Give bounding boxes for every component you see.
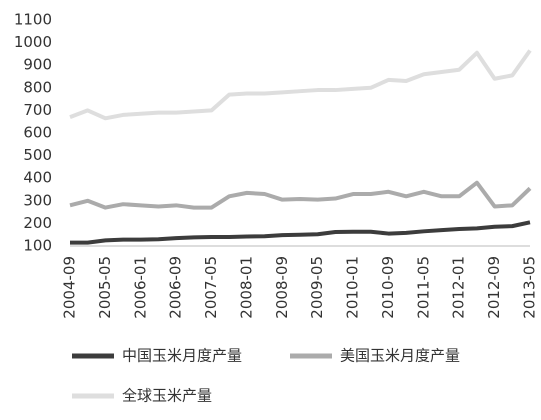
legend-label: 美国玉米月度产量: [340, 347, 460, 365]
y-tick-label: 1000: [14, 33, 52, 51]
x-tick-label: 2011-05: [414, 256, 432, 319]
legend-label: 全球玉米产量: [122, 387, 212, 405]
y-tick-label: 300: [23, 191, 52, 209]
x-tick-label: 2008-09: [273, 256, 291, 319]
y-tick-label: 900: [23, 56, 52, 74]
x-tick-label: 2010-09: [379, 256, 397, 319]
x-tick-label: 2013-05: [521, 256, 539, 319]
y-tick-label: 700: [23, 101, 52, 119]
x-tick-label: 2008-01: [237, 256, 255, 319]
x-tick-label: 2006-01: [131, 256, 149, 319]
x-tick-label: 2007-05: [202, 256, 220, 319]
legend-label: 中国玉米月度产量: [122, 347, 242, 365]
y-tick-label: 400: [23, 169, 52, 187]
x-tick-label: 2012-09: [485, 256, 503, 319]
y-tick-label: 500: [23, 146, 52, 164]
y-tick-label: 800: [23, 78, 52, 96]
x-tick-label: 2005-05: [96, 256, 114, 319]
x-tick-label: 2004-09: [61, 256, 79, 319]
y-tick-label: 1100: [14, 11, 52, 29]
x-tick-label: 2012-01: [450, 256, 468, 319]
series-line: [69, 180, 532, 210]
x-tick-label: 2010-01: [344, 256, 362, 319]
y-tick-label: 200: [23, 214, 52, 232]
y-tick-label: 600: [23, 124, 52, 142]
series-line: [69, 49, 532, 121]
series-line: [70, 220, 531, 245]
y-tick-label: 100: [23, 237, 52, 255]
x-tick-label: 2009-05: [308, 256, 326, 319]
x-tick-label: 2006-09: [167, 256, 185, 319]
